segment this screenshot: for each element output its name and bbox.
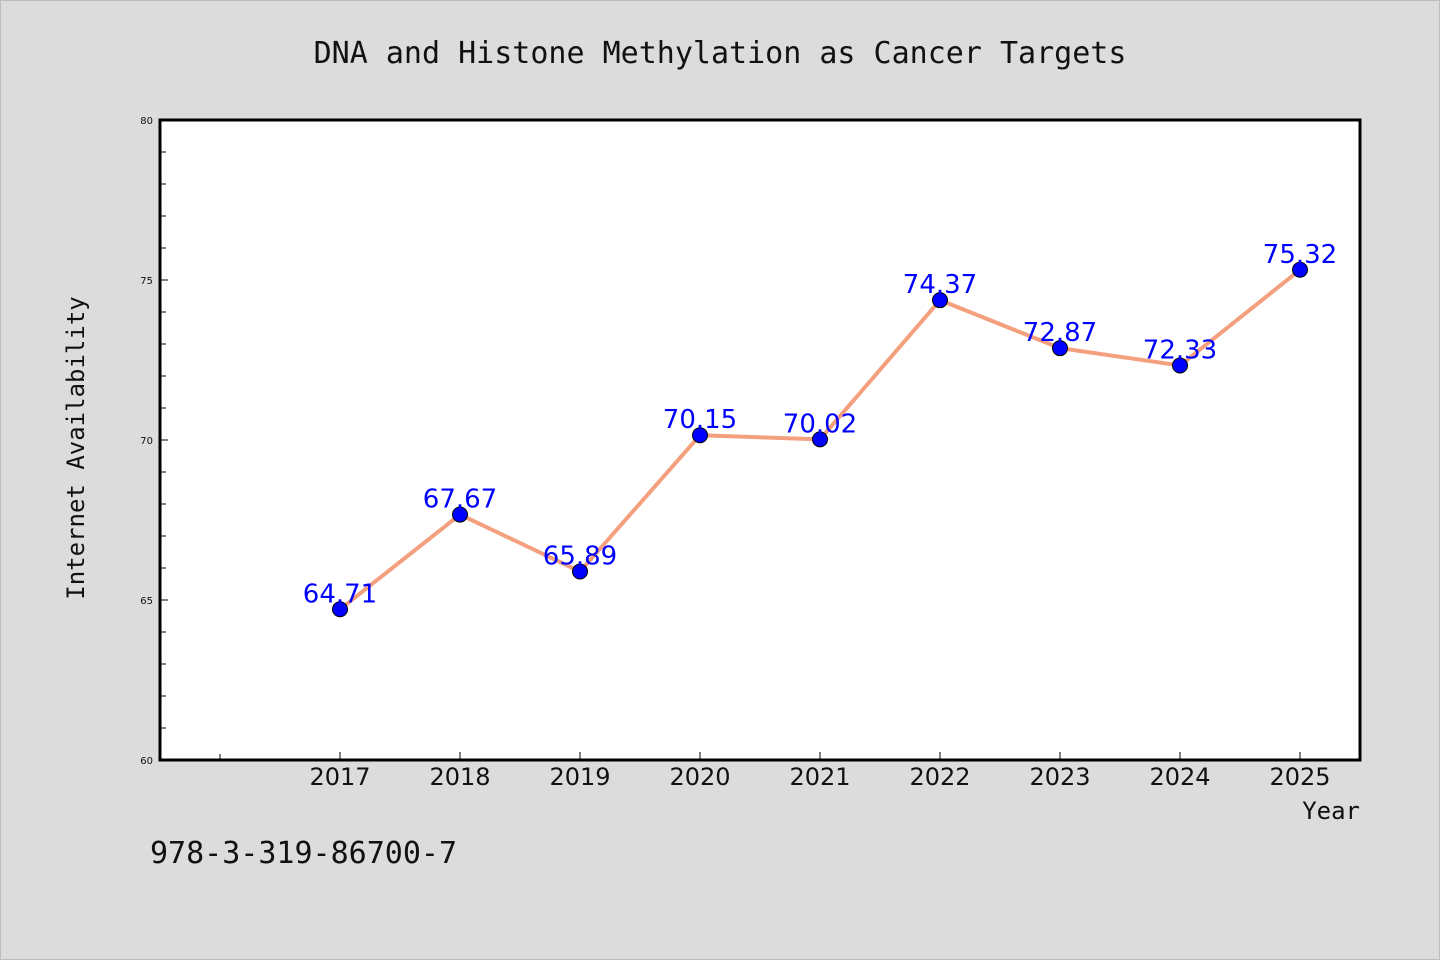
series-markers: [332, 261, 1308, 618]
data-label: 75.32: [1263, 240, 1337, 270]
data-point: [1292, 261, 1308, 278]
chart-title: DNA and Histone Methylation as Cancer Ta…: [314, 36, 1127, 71]
footnote-isbn: 978-3-319-86700-7: [150, 836, 457, 871]
data-labels: 64.71 67.67 65.89 70.15 70.02 74.37 72.87 72.33…: [303, 240, 1337, 610]
plot-area: [158, 118, 1362, 762]
x-tick-label: 2022: [909, 763, 970, 791]
data-point: [932, 292, 948, 309]
x-tick-label: 2018: [429, 763, 490, 791]
data-label: 74.37: [903, 270, 977, 300]
x-tick-label: 2020: [669, 763, 730, 791]
data-point: [1052, 340, 1068, 357]
x-tick-label: 2017: [309, 763, 370, 791]
data-label: 70.15: [663, 405, 737, 435]
data-label: 72.87: [1023, 318, 1097, 348]
y-tick-label: 75: [140, 276, 153, 287]
y-axis-label: Internet Availability: [62, 296, 90, 599]
y-tick-label: 65: [140, 596, 153, 607]
y-tick-label: 80: [140, 116, 153, 127]
x-tick-label: 2024: [1149, 763, 1210, 791]
data-label: 64.71: [303, 579, 377, 609]
data-label: 67.67: [423, 485, 497, 515]
data-point: [572, 563, 588, 580]
x-axis: 2017 2018 2019 2020 2021 2022 2023 2024 2025: [219, 752, 1331, 791]
x-tick-label: 2025: [1269, 763, 1330, 791]
y-tick-label: 60: [140, 756, 153, 767]
data-label: 70.02: [783, 409, 857, 439]
data-label: 72.33: [1143, 335, 1217, 365]
data-label: 65.89: [543, 542, 617, 572]
data-point: [812, 431, 828, 448]
y-axis: 60 65 70 75 80: [140, 116, 168, 767]
x-axis-label: Year: [1302, 797, 1360, 825]
data-point: [452, 506, 468, 523]
y-tick-label: 70: [140, 436, 153, 447]
x-tick-label: 2021: [789, 763, 850, 791]
data-point: [1172, 357, 1188, 374]
x-tick-label: 2023: [1029, 763, 1090, 791]
data-point: [332, 601, 348, 618]
x-tick-label: 2019: [549, 763, 610, 791]
data-point: [692, 427, 708, 444]
